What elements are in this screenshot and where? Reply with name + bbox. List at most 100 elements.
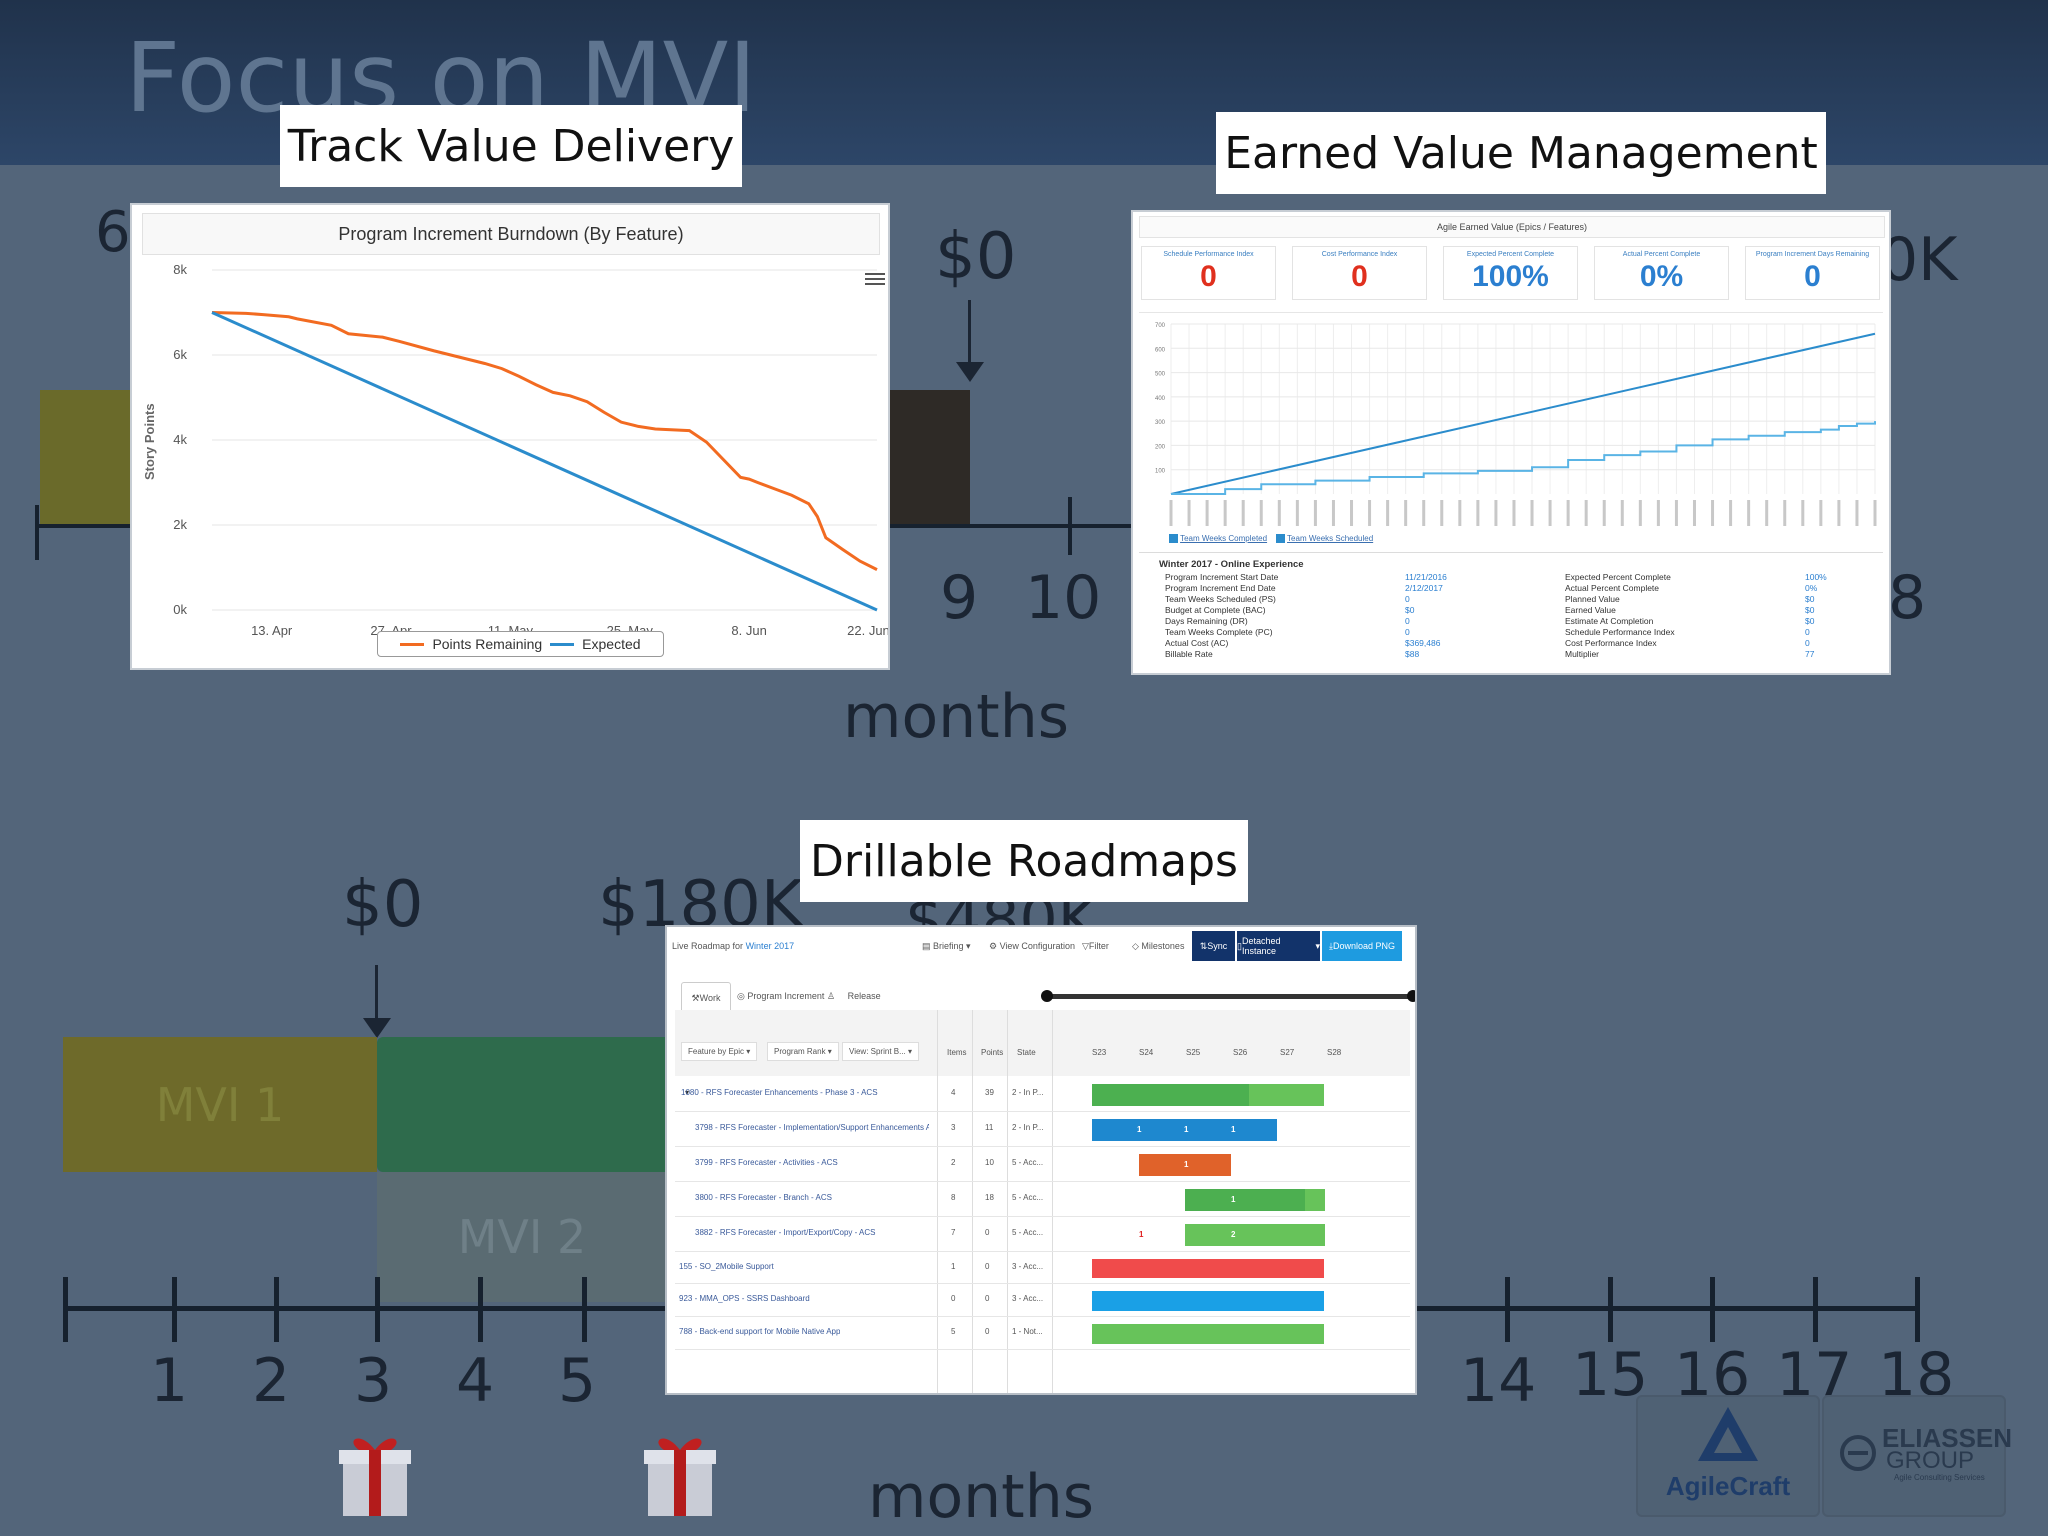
x-tick-label [1729,500,1733,526]
kpi-label: Program Increment Days Remaining [1755,251,1870,258]
bg-tick [172,1277,177,1342]
x-tick-label [1404,500,1408,526]
roadmap-bar[interactable] [1249,1084,1324,1106]
grid-divider [1052,1010,1053,1393]
row-points: 0 [985,1294,990,1303]
evm-field-label: Team Weeks Scheduled (PS) [1165,594,1276,604]
row-points: 11 [985,1123,994,1132]
roadmap-bar[interactable] [1092,1259,1324,1278]
table-row[interactable] [675,1252,1410,1284]
evm-details-table: Program Increment Start Date Program Incr… [1133,572,1889,672]
evm-field-value: $0 [1805,594,1815,604]
x-tick-label [1602,500,1606,526]
sync-button[interactable]: ⇅ Sync [1192,931,1235,961]
bg-upper-block-dark [885,390,970,525]
kpi-label: Schedule Performance Index [1163,251,1254,258]
tab-release[interactable]: ♙ Release [827,991,881,1002]
table-row[interactable] [675,1112,1410,1147]
table-row[interactable] [675,1147,1410,1182]
evm-field-label: Team Weeks Complete (PC) [1165,627,1273,637]
roadmap-bar[interactable]: 1 [1139,1154,1231,1176]
work-icon: ⚒ [691,992,700,1003]
legend-checkbox[interactable] [1169,534,1178,544]
roadmap-title: Live Roadmap for Winter 2017 [672,941,794,951]
bg-upper-tick-10 [1068,497,1072,555]
bar-count-label: 1 [1139,1230,1144,1239]
view-configuration-label: View Configuration [999,941,1075,951]
x-tick-label [1259,500,1263,526]
row-name: 788 - Back-end support for Mobile Native… [679,1327,841,1336]
grid-divider [937,1010,938,1393]
burndown-ylabel: Story Points [142,403,157,480]
callout-drillable-roadmaps: Drillable Roadmaps [800,820,1248,902]
roadmap-rows: ▾ 1080 - RFS Forecaster Enhancements - Ph… [667,927,1415,1393]
burndown-legend: Points Remaining Expected [377,631,664,657]
legend-scheduled[interactable]: Team Weeks Scheduled [1287,534,1374,543]
timeline-slider[interactable] [1047,994,1415,999]
legend-completed[interactable]: Team Weeks Completed [1180,534,1268,543]
row-state: 3 - Acc... [1012,1261,1044,1271]
slider-handle-left[interactable] [1041,990,1053,1002]
row-points: 18 [985,1193,994,1202]
table-row[interactable] [675,1317,1410,1350]
filter-button[interactable]: ▽Filter [1082,941,1109,952]
x-tick-label [1783,500,1787,526]
column-items[interactable]: Items [947,1048,967,1057]
bg-tick-label: 5 [558,1346,597,1416]
bg-tick [375,1277,380,1342]
roadmap-bar[interactable]: 1 [1185,1189,1305,1211]
feature-by-epic-select[interactable]: Feature by Epic ▾ [681,1042,758,1061]
x-tick-label [1350,500,1354,526]
bg-tick [1608,1277,1613,1342]
slider-handle-right[interactable] [1407,990,1415,1002]
evm-field-value: $0 [1405,605,1415,615]
view-sprint-select[interactable]: View: Sprint B... ▾ [842,1042,920,1061]
legend-points-remaining: Points Remaining [432,636,543,652]
view-configuration-button[interactable]: ⚙ View Configuration [989,941,1075,952]
evm-field-label: Actual Cost (AC) [1165,638,1229,648]
table-row[interactable] [675,1077,1410,1112]
briefing-button[interactable]: ▤ Briefing ▾ [922,941,971,951]
tab-program-increment[interactable]: ◎ Program Increment [737,991,824,1002]
roadmap-bar[interactable] [1092,1324,1324,1344]
sprint-column-label: S28 [1327,1048,1342,1057]
x-tick-label [1331,500,1335,526]
feature-by-epic-label: Feature by Epic [688,1047,745,1056]
evm-field-label: Billable Rate [1165,649,1213,659]
evm-field-label: Budget at Complete (BAC) [1165,605,1266,615]
evm-field-value: 0 [1405,594,1410,604]
milestones-button[interactable]: ◇ Milestones [1132,941,1184,952]
column-state[interactable]: State [1017,1048,1036,1057]
evm-field-value: $369,486 [1405,638,1441,648]
y-tick-label: 6k [173,347,187,362]
bg-tick [1505,1277,1510,1342]
evm-field-label: Actual Percent Complete [1565,583,1660,593]
hamburger-menu-icon[interactable] [865,273,885,287]
roadmap-bar[interactable]: 1 1 1 [1092,1119,1277,1141]
roadmap-bar[interactable] [1092,1291,1324,1311]
roadmap-bar[interactable]: 2 [1185,1224,1325,1246]
series-line-team-weeks-completed [1171,421,1876,495]
column-points[interactable]: Points [981,1048,1004,1057]
bg-upper-right-amount: 0K [1880,225,1958,295]
kpi-label: Expected Percent Complete [1466,251,1555,258]
row-name: 3799 - RFS Forecaster - Activities - ACS [695,1158,838,1167]
detached-instance-button[interactable]: ▯ Detached Instance ▾ [1237,931,1320,961]
table-row[interactable] [675,1182,1410,1217]
bg-lower-months: months [868,1462,1094,1532]
y-tick-label: 4k [173,432,187,447]
kpi-label: Actual Percent Complete [1622,251,1701,258]
bg-upper-tick-9: 9 [940,563,979,633]
evm-divider [1139,312,1883,313]
legend-checkbox[interactable] [1275,534,1285,544]
legend-expected: Expected [582,636,641,652]
evm-field-label: Program Increment End Date [1165,583,1276,593]
table-row[interactable] [675,1284,1410,1317]
roadmap-title-link[interactable]: Winter 2017 [745,941,795,951]
table-row[interactable] [675,1217,1410,1252]
tab-work[interactable]: ⚒ Work [681,982,731,1014]
program-rank-select[interactable]: Program Rank ▾ [767,1042,839,1061]
x-tick-label [1819,500,1823,526]
row-state: 5 - Acc... [1012,1228,1044,1237]
download-png-button[interactable]: ⤓ Download PNG [1322,931,1402,961]
